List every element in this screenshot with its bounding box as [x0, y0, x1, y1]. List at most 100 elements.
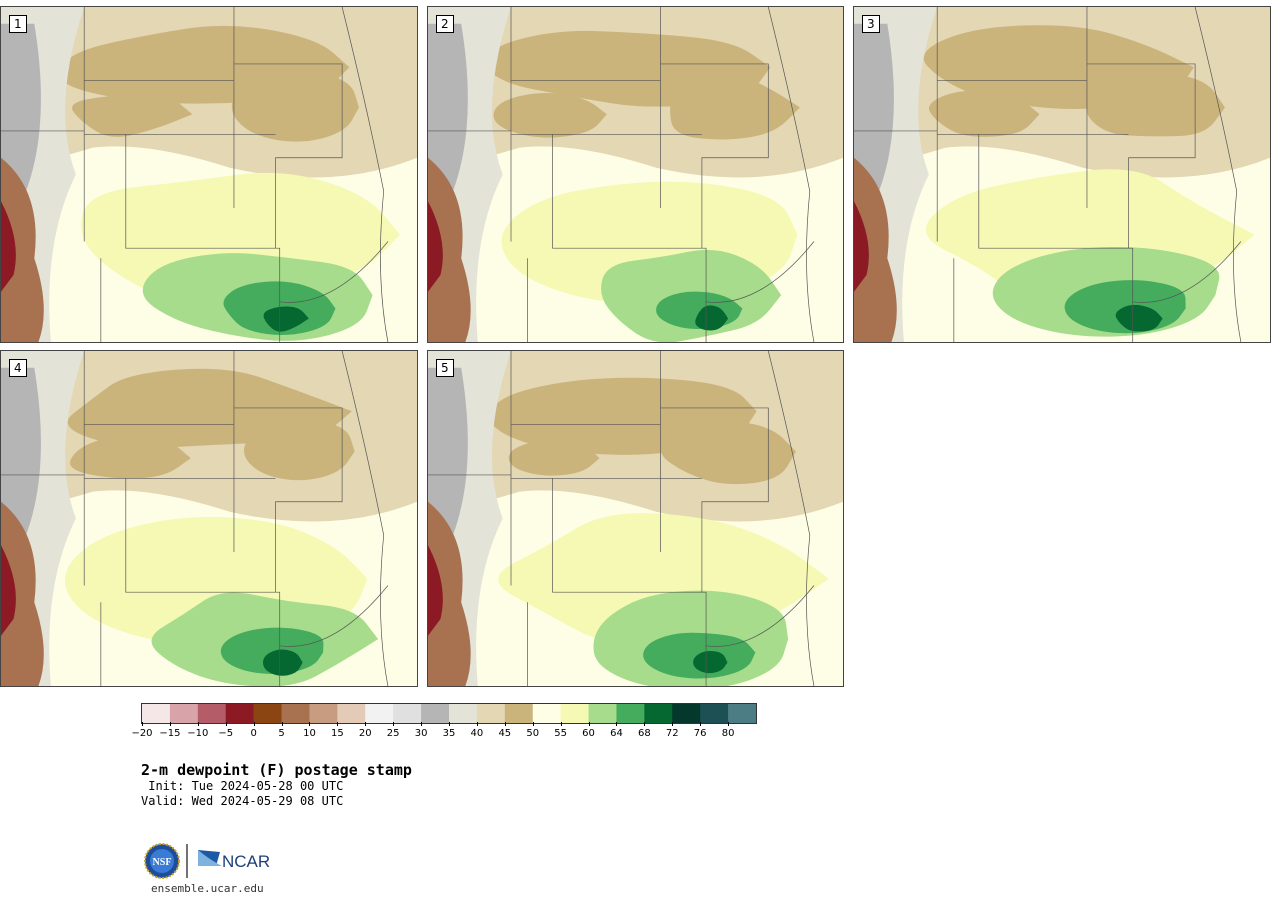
colorbar-segment [197, 704, 227, 723]
colorbar-tick-label: 64 [610, 728, 623, 739]
nsf-logo-text: NSF [153, 857, 172, 868]
state-border [83, 351, 281, 686]
state-border [510, 7, 707, 342]
panel-label: 1 [9, 15, 27, 33]
green-moisture [1115, 304, 1163, 332]
colorbar-tick-label: −20 [131, 728, 153, 739]
init-time: Init: Tue 2024-05-28 00 UTC [141, 779, 344, 793]
state-border [341, 351, 389, 686]
colorbar-segment [365, 704, 394, 723]
colorbar-segment [728, 704, 757, 723]
colorbar-tick-label: 40 [470, 728, 484, 739]
colorbar-segment [309, 704, 338, 723]
colorbar-segment [644, 704, 673, 723]
colorbar-tick-label: 0 [250, 728, 257, 739]
mountain-region [854, 23, 894, 208]
colorbar-tick [532, 722, 534, 726]
colorbar-segment [560, 704, 590, 723]
colorbar-tick [560, 722, 562, 726]
dewpoint-map [854, 7, 1270, 342]
colorbar-tick-label: 55 [554, 728, 567, 739]
colorbar-tick-label: 30 [414, 728, 428, 739]
panel-5: 5 [427, 350, 844, 687]
tan-region [670, 72, 800, 140]
colorbar-tick [700, 722, 702, 726]
colorbar-tick-label: 76 [693, 728, 707, 739]
colorbar-segment [393, 704, 422, 723]
green-moisture [695, 305, 729, 331]
dry-region [1, 201, 16, 292]
dry-region [1, 501, 44, 686]
colorbar-tick-label: 45 [498, 728, 512, 739]
map-title: 2-m dewpoint (F) postage stamp [141, 761, 412, 779]
panel-label: 2 [436, 15, 454, 33]
colorbar-segment [421, 704, 450, 723]
mountain-region [428, 23, 468, 208]
colorbar-tick-label: 25 [386, 728, 400, 739]
colorbar-segment [253, 704, 283, 723]
colorbar-segment [449, 704, 478, 723]
colorbar-tick-label: −10 [187, 728, 209, 739]
tan-region [1086, 73, 1225, 137]
green-moisture [263, 649, 303, 676]
panel-label: 5 [436, 359, 454, 377]
colorbar-tick-label: 72 [665, 728, 679, 739]
tan-region [72, 94, 193, 137]
state-border [936, 7, 1134, 342]
panel-3: 3 [853, 6, 1271, 343]
panel-label: 3 [862, 15, 880, 33]
colorbar-tick [169, 722, 171, 726]
colorbar-segment [672, 704, 701, 723]
colorbar-tick [504, 722, 506, 726]
colorbar-tick-label: 15 [330, 728, 344, 739]
site-url: ensemble.ucar.edu [151, 882, 264, 895]
tan-region [660, 420, 796, 485]
green-moisture [693, 651, 728, 674]
dry-region [428, 545, 443, 636]
colorbar-segment [700, 704, 729, 723]
colorbar-tick-label: 60 [582, 728, 595, 739]
state-border [341, 7, 389, 342]
colorbar-tick [476, 722, 478, 726]
state-border [767, 7, 815, 342]
colorbar-tick-label: 80 [721, 728, 735, 739]
dewpoint-map [428, 351, 843, 686]
panel-4: 4 [0, 350, 418, 687]
state-border [83, 7, 281, 342]
state-border [1, 407, 389, 686]
colorbar-tick [644, 722, 646, 726]
mountain-region [428, 367, 468, 552]
colorbar-tick-label: 68 [637, 728, 651, 739]
colorbar-tick-label: 50 [526, 728, 540, 739]
panel-1: 1 [0, 6, 418, 343]
tan-region [928, 90, 1040, 137]
colorbar-tick-label: 35 [442, 728, 456, 739]
tan-region [508, 440, 600, 476]
mountain-region [1, 23, 41, 208]
colorbar-tick [393, 722, 395, 726]
colorbar-tick-label: −5 [218, 728, 234, 739]
state-border [428, 407, 815, 686]
dry-region [1, 545, 16, 636]
colorbar-tick [337, 722, 339, 726]
state-border [1194, 7, 1242, 342]
colorbar-segment [588, 704, 617, 723]
tan-region [70, 435, 191, 479]
colorbar-tick [281, 722, 283, 726]
colorbar-tick [616, 722, 618, 726]
mountain-region [1, 367, 41, 552]
tan-region [243, 419, 355, 481]
colorbar-segment [337, 704, 366, 723]
valid-time: Valid: Wed 2024-05-29 08 UTC [141, 794, 344, 808]
state-border [854, 63, 1242, 342]
colorbar-tick [225, 722, 227, 726]
colorbar-tick [672, 722, 674, 726]
colorbar-tick [728, 722, 730, 726]
colorbar-segment [616, 704, 645, 723]
dry-region [854, 157, 897, 342]
state-border [428, 63, 815, 342]
colorbar-tick [449, 722, 450, 726]
colorbar-segment [504, 704, 534, 723]
dewpoint-map [1, 351, 417, 686]
colorbar-tick-label: 10 [303, 728, 316, 739]
